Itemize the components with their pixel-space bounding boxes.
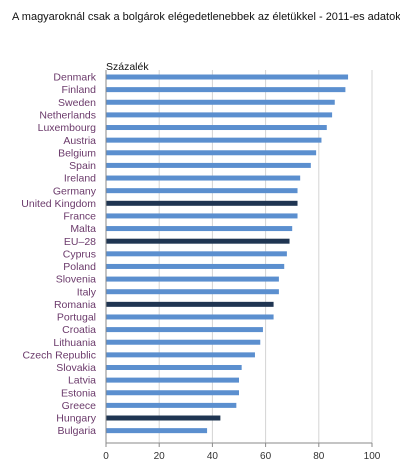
x-tick-label: 0 [103,451,109,462]
bar-belgium [106,150,317,156]
bar-czech-republic [106,352,255,358]
category-label: Sweden [58,97,96,109]
category-label: Finland [62,84,97,96]
bar-austria [106,137,322,143]
bar-france [106,213,298,219]
bar-poland [106,263,285,269]
category-label: Estonia [61,387,96,399]
unit-label: Százalék [106,61,149,73]
category-label: Lithuania [53,337,96,349]
bar-ireland [106,175,301,181]
category-label: Poland [63,261,96,273]
bar-lithuania [106,339,261,345]
category-label: Czech Republic [22,349,96,361]
bar-hungary [106,415,221,421]
bar-germany [106,188,298,194]
category-label: Portugal [57,312,96,324]
category-labels: DenmarkFinlandSwedenNetherlandsLuxembour… [21,72,96,438]
category-label: Bulgaria [57,425,96,437]
category-label: Italy [77,286,97,298]
category-label: Cyprus [63,248,96,260]
category-label: EU–28 [64,236,96,248]
category-label: Slovenia [56,274,96,286]
bar-romania [106,301,274,307]
category-label: United Kingdom [21,198,96,210]
bar-luxembourg [106,125,327,131]
category-label: Romania [54,299,96,311]
bar-portugal [106,314,274,320]
category-label: Slovakia [56,362,96,374]
category-label: Belgium [58,147,96,159]
x-tick-label: 40 [207,451,219,462]
bar-sweden [106,99,335,105]
category-label: Netherlands [39,109,96,121]
category-label: Croatia [62,324,96,336]
bar-slovenia [106,276,279,282]
category-label: Denmark [53,72,96,84]
bar-italy [106,289,279,295]
bar-croatia [106,327,263,333]
category-label: France [63,211,96,223]
category-label: Spain [69,160,96,172]
category-label: Malta [70,223,96,235]
bar-estonia [106,390,239,396]
x-tick-label: 60 [260,451,272,462]
bar-cyprus [106,251,287,257]
category-label: Ireland [64,173,96,185]
x-tick-label: 80 [313,451,325,462]
category-label: Greece [62,400,97,412]
bar-slovakia [106,364,242,370]
x-tick-label: 100 [364,451,381,462]
category-label: Austria [63,135,96,147]
bar-denmark [106,74,349,80]
category-label: Luxembourg [38,122,97,134]
bar-netherlands [106,112,333,118]
category-label: Germany [53,185,97,197]
x-axis: 0 20 40 60 80 100 [103,70,381,462]
category-label: Hungary [56,413,96,425]
bar-eu-28 [106,238,290,244]
bar-spain [106,162,311,168]
bars [106,74,349,434]
bar-united-kingdom [106,200,298,206]
category-label: Latvia [68,375,96,387]
bar-greece [106,402,237,408]
bar-latvia [106,377,239,383]
chart-title: A magyaroknál csak a bolgárok elégedetle… [12,11,400,23]
x-tick-label: 20 [154,451,166,462]
bar-malta [106,226,293,232]
bar-finland [106,87,346,93]
bar-bulgaria [106,428,208,434]
